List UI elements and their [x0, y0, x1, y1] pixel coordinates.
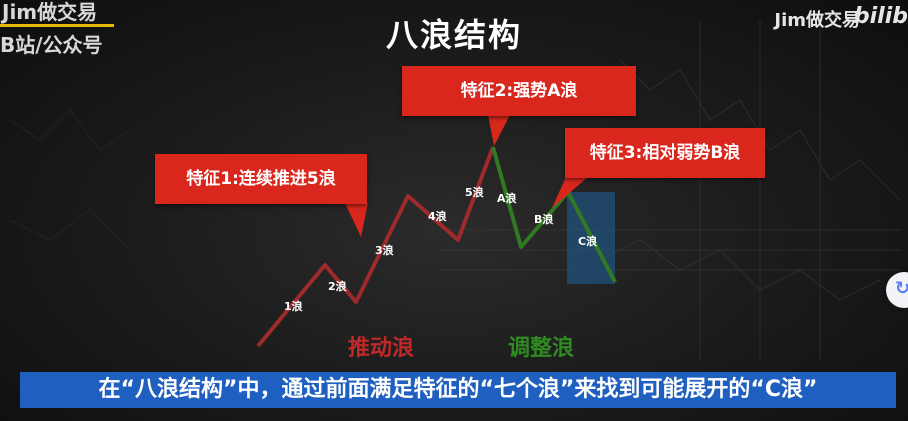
feature1-pointer: [345, 203, 368, 237]
slide-title: 八浪结构: [385, 16, 522, 54]
feature2-pointer: [488, 115, 510, 146]
impulse-wave-line: [256, 146, 495, 348]
watermark-top-right: Jim做交易: [774, 10, 860, 31]
feature3-callout: 特征3:相对弱势B浪: [565, 128, 765, 178]
wave-5-label: 5浪: [465, 186, 484, 199]
wave-3-label: 3浪: [375, 244, 394, 257]
impulse-wave-caption: 推动浪: [348, 336, 415, 361]
wave-c-label: C浪: [578, 235, 598, 248]
feature1-callout: 特征1:连续推进5浪: [155, 154, 367, 204]
subtitle-caption: 在“八浪结构”中，通过前面满足特征的“七个浪”来找到可能展开的“C浪”: [20, 372, 896, 408]
feature2-callout: 特征2:强势A浪: [402, 66, 636, 116]
watermark-channel-name: Jim做交易: [0, 0, 114, 27]
correction-wave-caption: 调整浪: [508, 336, 575, 361]
wave-4-label: 4浪: [428, 210, 447, 223]
circle-arrow-icon: ↻: [895, 278, 908, 299]
wave-a-label: A浪: [497, 192, 517, 205]
correction-wave-line: [491, 146, 617, 283]
feature3-pointer: [552, 177, 588, 208]
watermark-top-left: Jim做交易 B站/公众号: [0, 0, 114, 57]
bilibili-logo: bilib: [853, 4, 908, 29]
wave-1-label: 1浪: [284, 300, 303, 313]
wave-2-label: 2浪: [328, 280, 347, 293]
wave-b-label: B浪: [534, 213, 554, 226]
watermark-platform: B站/公众号: [0, 33, 103, 57]
floating-assistant-button[interactable]: ↻: [886, 272, 908, 308]
